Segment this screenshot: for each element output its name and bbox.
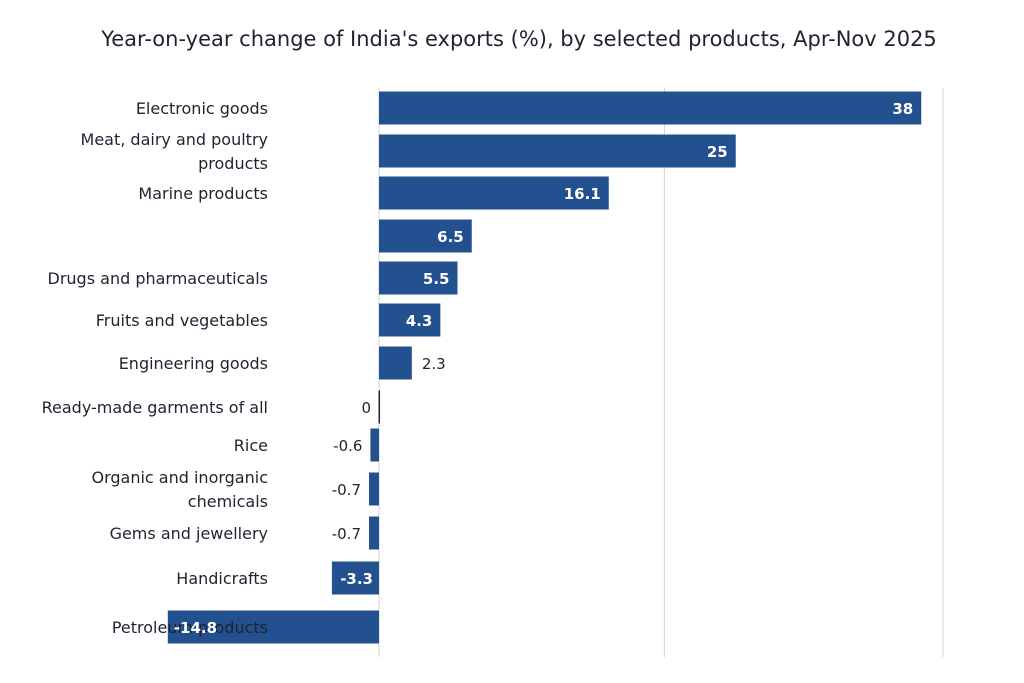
category-label-8: Rice [234, 436, 268, 455]
bar-12 [167, 610, 379, 644]
category-label-2: Marine products [138, 184, 268, 203]
value-label-7: 0 [361, 399, 371, 417]
bar-5 [379, 303, 441, 337]
bar-10 [369, 516, 379, 550]
chart-title: Year-on-year change of India's exports (… [100, 27, 937, 51]
bar-1 [379, 134, 736, 168]
bar-3 [379, 219, 472, 253]
value-label-11: -3.3 [340, 570, 373, 588]
value-label-0: 38 [892, 100, 913, 118]
bars [167, 91, 922, 644]
category-label-9: Organic and inorganic chemicals [91, 468, 268, 511]
category-labels: Electronic goods Meat, dairy and poultry p… [42, 99, 268, 637]
value-label-12: -14.8 [174, 619, 217, 637]
value-label-4: 5.5 [423, 270, 450, 288]
category-label-10: Gems and jewellery [110, 524, 268, 543]
bar-11 [331, 561, 379, 595]
bar-7 [378, 390, 380, 424]
grid-lines [378, 88, 944, 657]
value-label-5: 4.3 [406, 312, 433, 330]
bar-2 [379, 176, 609, 210]
category-label-11: Handicrafts [176, 569, 268, 588]
bar-8 [370, 428, 379, 462]
value-label-6: 2.3 [422, 355, 446, 373]
category-label-5: Fruits and vegetables [96, 311, 268, 330]
bar-9 [369, 472, 379, 506]
value-label-8: -0.6 [333, 437, 362, 455]
bar-0 [379, 91, 922, 125]
value-label-9: -0.7 [332, 481, 361, 499]
value-label-2: 16.1 [564, 185, 601, 203]
bar-6 [379, 346, 412, 380]
category-label-0: Electronic goods [136, 99, 268, 118]
category-label-4: Drugs and pharmaceuticals [48, 269, 268, 288]
category-label-1: Meat, dairy and poultry products [81, 130, 268, 173]
category-label-7: Ready-made garments of all [42, 398, 268, 417]
bar-4 [379, 261, 458, 295]
value-label-10: -0.7 [332, 525, 361, 543]
value-label-3: 6.5 [437, 228, 464, 246]
category-label-12: Petroleum products [112, 618, 268, 637]
value-labels: 38 25 16.1 6.5 5.5 4.3 2.3 0 -0.6 -0.7 -0.7 -3.3 -14… [174, 100, 913, 637]
value-label-1: 25 [707, 143, 728, 161]
category-label-6: Engineering goods [119, 354, 268, 373]
